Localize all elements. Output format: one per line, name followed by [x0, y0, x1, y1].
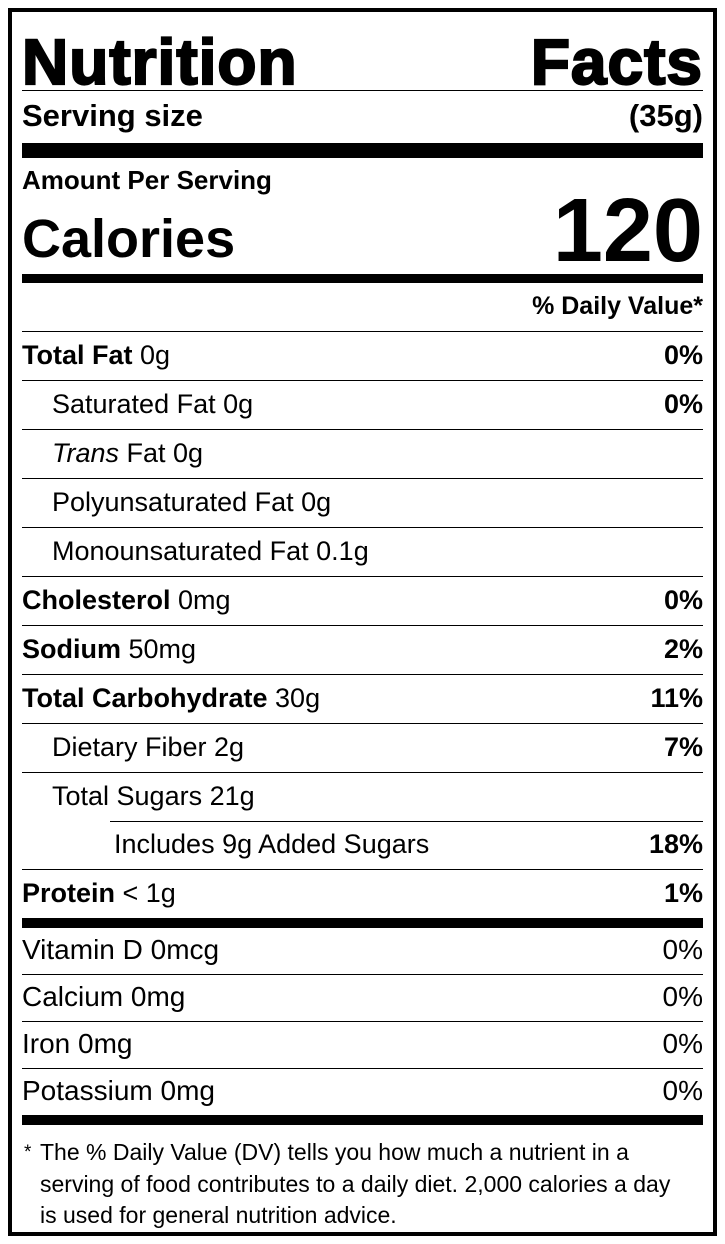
vitamin-name: Potassium 0mg: [22, 1075, 215, 1107]
nutrient-row: Saturated Fat 0g 0%: [22, 380, 703, 429]
serving-size-label: Serving size: [22, 97, 203, 133]
calories-row: Calories 120: [22, 180, 703, 281]
daily-value: 11%: [650, 683, 703, 714]
daily-value: 7%: [663, 732, 703, 763]
serving-size-value: (35g): [628, 97, 703, 133]
daily-value: 1%: [663, 878, 703, 909]
nutrient-name: Includes 9g Added Sugars: [114, 829, 430, 860]
footnote: * The % Daily Value (DV) tells you how m…: [22, 1125, 703, 1232]
nutrient-row: Protein < 1g 1%: [22, 869, 703, 918]
daily-value: 0%: [663, 585, 703, 616]
daily-value: 0%: [662, 1028, 703, 1060]
vitamin-row: Vitamin D 0mcg 0%: [22, 928, 703, 974]
divider-bar-medium: [22, 273, 703, 284]
vitamin-rows: Vitamin D 0mcg 0% Calcium 0mg 0% Iron 0mg 0% P…: [22, 928, 703, 1115]
amount-per-serving-heading: Amount Per Serving: [22, 164, 272, 195]
calories-label: Calories: [22, 208, 236, 269]
nutrient-name: Total Carbohydrate 30g: [22, 683, 321, 714]
nutrient-row: Trans Fat 0g: [22, 429, 703, 478]
nutrient-row: Cholesterol 0mg 0%: [22, 576, 703, 625]
nutrient-row: Total Fat 0g 0%: [22, 332, 703, 380]
daily-value: 0%: [663, 389, 703, 420]
vitamin-name: Calcium 0mg: [22, 981, 186, 1013]
nutrient-name: Trans Fat 0g: [52, 438, 204, 469]
nutrient-name: Total Fat 0g: [22, 340, 171, 371]
nutrient-name: Sodium 50mg: [22, 634, 197, 665]
nutrient-row: Sodium 50mg 2%: [22, 625, 703, 674]
nutrient-row: Total Carbohydrate 30g 11%: [22, 674, 703, 723]
nutrient-name: Saturated Fat 0g: [52, 389, 254, 420]
footnote-asterisk: *: [24, 1141, 32, 1163]
nutrient-name: Monounsaturated Fat 0.1g: [52, 536, 369, 567]
divider-bar-vitamins: [22, 918, 703, 929]
daily-value: 2%: [663, 634, 703, 665]
vitamin-name: Vitamin D 0mcg: [22, 934, 220, 966]
nutrient-name: Total Sugars 21g: [52, 781, 255, 812]
nutrient-rows: Total Fat 0g 0% Saturated Fat 0g 0% Trans Fa…: [22, 332, 703, 918]
nutrient-row: Monounsaturated Fat 0.1g: [22, 527, 703, 576]
nutrient-row: Dietary Fiber 2g 7%: [22, 723, 703, 772]
daily-value: 0%: [662, 981, 703, 1013]
vitamin-row: Potassium 0mg 0%: [22, 1068, 703, 1115]
label-title: Nutrition Facts: [22, 12, 703, 91]
nutrition-facts-label: Nutrition Facts Serving size (35g) Amoun…: [8, 8, 717, 1236]
nutrient-row: Includes 9g Added Sugars 18%: [22, 821, 703, 869]
serving-size-row: Serving size (35g): [22, 91, 703, 143]
nutrient-name: Cholesterol 0mg: [22, 585, 231, 616]
divider-bar-thick: [22, 142, 703, 158]
vitamin-row: Iron 0mg 0%: [22, 1021, 703, 1068]
footnote-text: The % Daily Value (DV) tells you how muc…: [40, 1138, 671, 1229]
calories-value: 120: [552, 180, 703, 281]
daily-value: 18%: [648, 829, 703, 860]
nutrient-row: Total Sugars 21g: [22, 772, 703, 821]
daily-value: 0%: [662, 1075, 703, 1107]
nutrient-row: Polyunsaturated Fat 0g: [22, 478, 703, 527]
daily-value: 0%: [662, 934, 703, 966]
nutrient-name: Dietary Fiber 2g: [52, 732, 245, 763]
daily-value: 0%: [663, 340, 703, 371]
daily-value-header: % Daily Value*: [22, 283, 703, 333]
nutrient-name: Polyunsaturated Fat 0g: [52, 487, 332, 518]
vitamin-row: Calcium 0mg 0%: [22, 974, 703, 1021]
divider-bar-footnote: [22, 1115, 703, 1125]
vitamin-name: Iron 0mg: [22, 1028, 133, 1060]
nutrient-name: Protein < 1g: [22, 878, 176, 909]
